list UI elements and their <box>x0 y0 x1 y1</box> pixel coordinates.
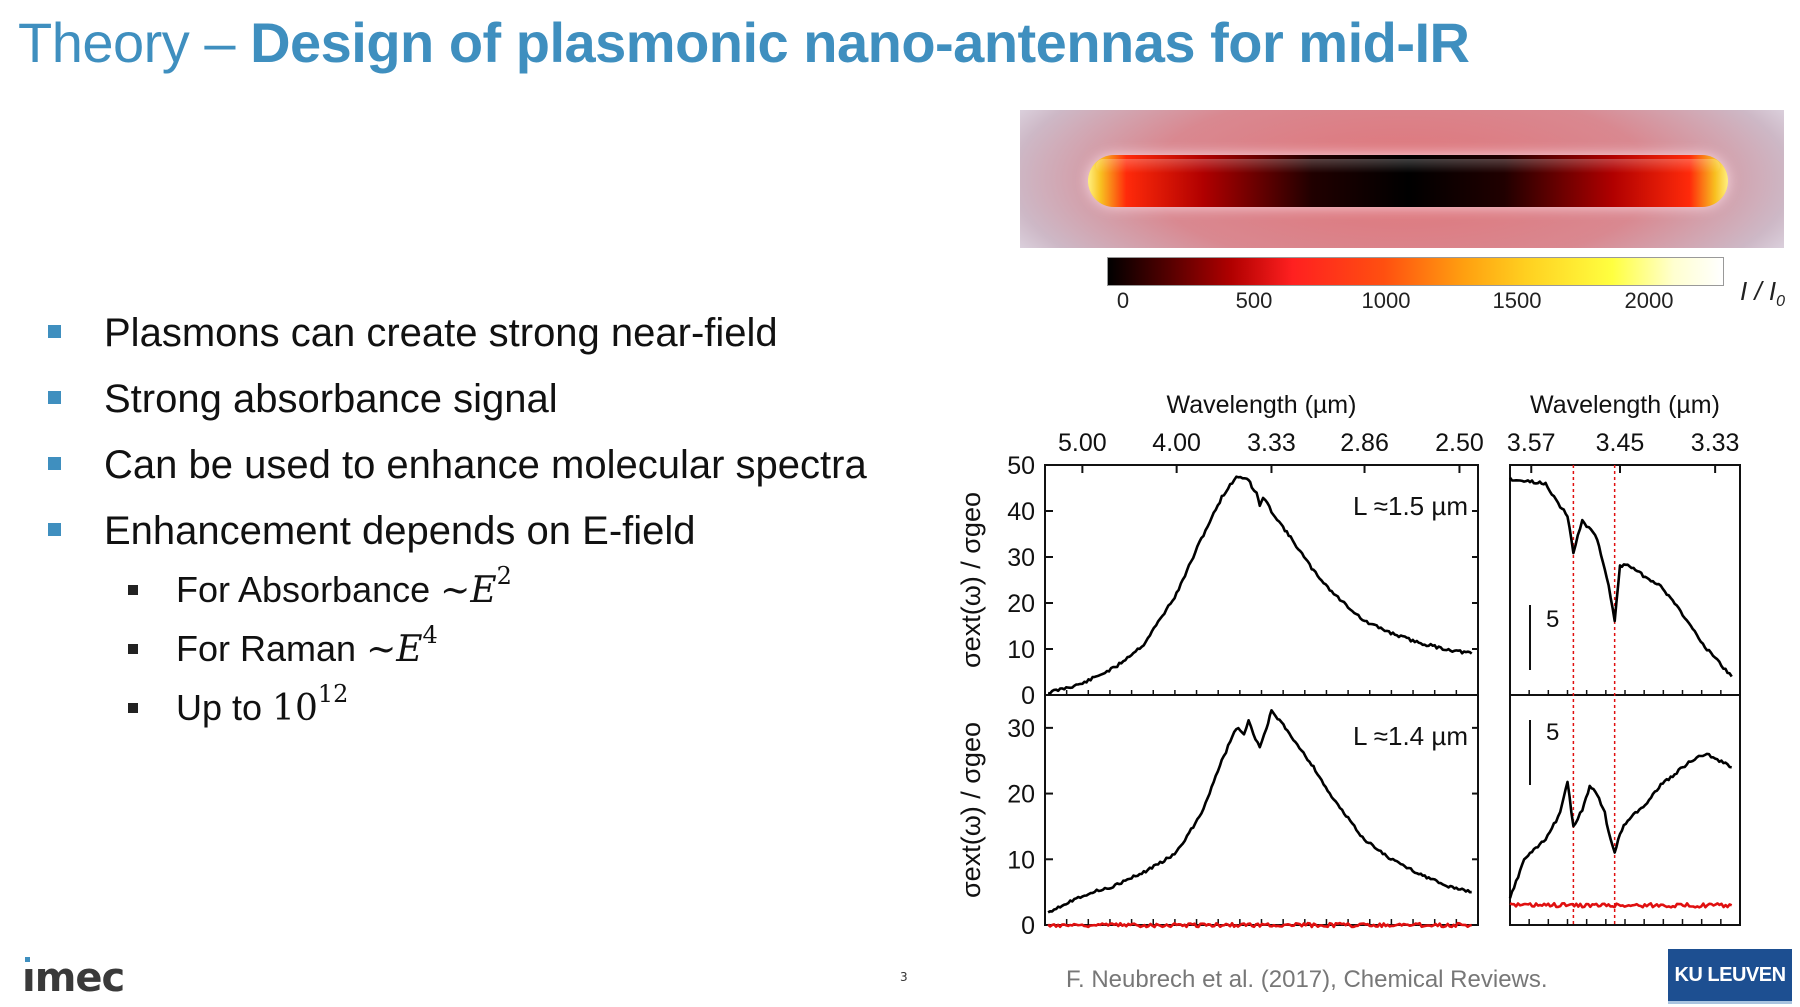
colorbar-tick: 1500 <box>1492 288 1542 313</box>
bullet-list: Plasmons can create strong near-field St… <box>42 300 867 564</box>
y-tick-label: 20 <box>1007 781 1035 809</box>
panel-annotation: L ≈1.4 µm <box>1353 721 1468 751</box>
sub-bullet-text: For Absorbance <box>176 569 441 610</box>
spectrum-line <box>1508 752 1732 899</box>
curves-group <box>1047 475 1733 929</box>
sub-bullet-list: For Absorbance ~E2 For Raman ~E4 Up to 1… <box>128 560 512 737</box>
sub-bullet-math: ~E4 <box>366 621 438 670</box>
y-tick-label: 10 <box>1007 846 1035 874</box>
colorbar-label: I / I0 <box>1740 276 1786 311</box>
bullet-text: Plasmons can create strong near-field <box>104 311 778 355</box>
y-axis-label: σext(ω) / σgeo <box>956 492 986 668</box>
spectrum-line <box>1047 709 1472 914</box>
labels-group: 5.00 4.00 3.33 2.86 2.50 Wavelength (µm) 3.57 3… <box>956 391 1739 940</box>
sub-bullet-text: Up to <box>176 687 273 728</box>
bullet-item: Strong absorbance signal <box>42 366 867 432</box>
near-field-map <box>1020 110 1784 248</box>
x-tick-label: 2.50 <box>1435 429 1484 457</box>
y-axis-label: σext(ω) / σgeo <box>956 722 986 898</box>
bullet-text: Enhancement depends on E-field <box>104 509 696 553</box>
colorbar-tick: 500 <box>1235 288 1273 313</box>
colorbar <box>1107 257 1724 286</box>
x-tick-label: 2.86 <box>1340 429 1389 457</box>
title-bold: Design of plasmonic nano-antennas for mi… <box>250 11 1470 74</box>
bullet-item: Plasmons can create strong near-field <box>42 300 867 366</box>
imec-logo: ımec <box>22 955 125 1001</box>
citation: F. Neubrech et al. (2017), Chemical Revi… <box>1066 966 1548 993</box>
page-number: 3 <box>900 970 908 984</box>
y-tick-label: 20 <box>1007 590 1035 618</box>
y-tick-label: 50 <box>1007 452 1035 480</box>
slide-title: Theory – Design of plasmonic nano-antenn… <box>18 10 1470 75</box>
y-tick-label: 0 <box>1021 682 1035 710</box>
x-axis-label: Wavelength (µm) <box>1530 391 1720 419</box>
imec-logo-dot <box>25 957 30 962</box>
ku-leuven-logo: KU LEUVEN <box>1668 949 1792 1004</box>
bullet-text: Strong absorbance signal <box>104 377 558 421</box>
x-tick-label: 3.57 <box>1507 429 1556 457</box>
x-tick-label: 3.33 <box>1691 429 1740 457</box>
bullet-item: Enhancement depends on E-field <box>42 498 867 564</box>
sub-bullet-square-icon <box>128 585 138 595</box>
bullet-item: Can be used to enhance molecular spectra <box>42 432 867 498</box>
y-tick-label: 0 <box>1021 912 1035 940</box>
spectrum-line <box>1509 902 1733 909</box>
colorbar-tick: 1000 <box>1361 288 1411 313</box>
sub-bullet-item: For Raman ~E4 <box>128 619 512 678</box>
sub-bullet-item: For Absorbance ~E2 <box>128 560 512 619</box>
sub-bullet-item: Up to 1012 <box>128 678 512 737</box>
y-tick-label: 30 <box>1007 544 1035 572</box>
scale-bar-label: 5 <box>1546 719 1559 746</box>
panel-frame <box>1509 464 1741 696</box>
bullet-square-icon <box>48 325 61 338</box>
x-axis-label: Wavelength (µm) <box>1167 391 1357 419</box>
bullet-square-icon <box>48 391 61 404</box>
y-tick-label: 30 <box>1007 715 1035 743</box>
colorbar-tick: 2000 <box>1624 288 1674 313</box>
scale-bar-label: 5 <box>1546 606 1559 633</box>
x-tick-label: 4.00 <box>1152 429 1201 457</box>
sub-bullet-math: 1012 <box>272 680 349 729</box>
bullet-square-icon <box>48 457 61 470</box>
spectrum-line <box>1047 921 1473 929</box>
panel-annotation: L ≈1.5 µm <box>1353 491 1468 521</box>
nano-antenna-rod <box>1088 155 1728 207</box>
bullet-square-icon <box>48 523 61 536</box>
spectrum-line <box>1508 476 1733 678</box>
spectra-chart: 5.00 4.00 3.33 2.86 2.50 Wavelength (µm) 3.57 3… <box>956 391 1741 940</box>
axes-group <box>1044 464 1741 926</box>
colorbar-tick: 0 <box>1116 288 1130 313</box>
bullet-text: Can be used to enhance molecular spectra <box>104 443 867 487</box>
y-tick-label: 40 <box>1007 498 1035 526</box>
sub-bullet-text: For Raman <box>176 628 367 669</box>
y-tick-label: 10 <box>1007 636 1035 664</box>
sub-bullet-math: ~E2 <box>440 562 512 611</box>
panel-frame <box>1509 694 1741 926</box>
sub-bullet-square-icon <box>128 703 138 713</box>
x-tick-label: 3.45 <box>1596 429 1645 457</box>
sub-bullet-square-icon <box>128 644 138 654</box>
title-prefix: Theory – <box>18 11 251 74</box>
spectrum-line <box>1047 475 1473 695</box>
x-tick-label: 5.00 <box>1058 429 1107 457</box>
x-tick-label: 3.33 <box>1247 429 1296 457</box>
